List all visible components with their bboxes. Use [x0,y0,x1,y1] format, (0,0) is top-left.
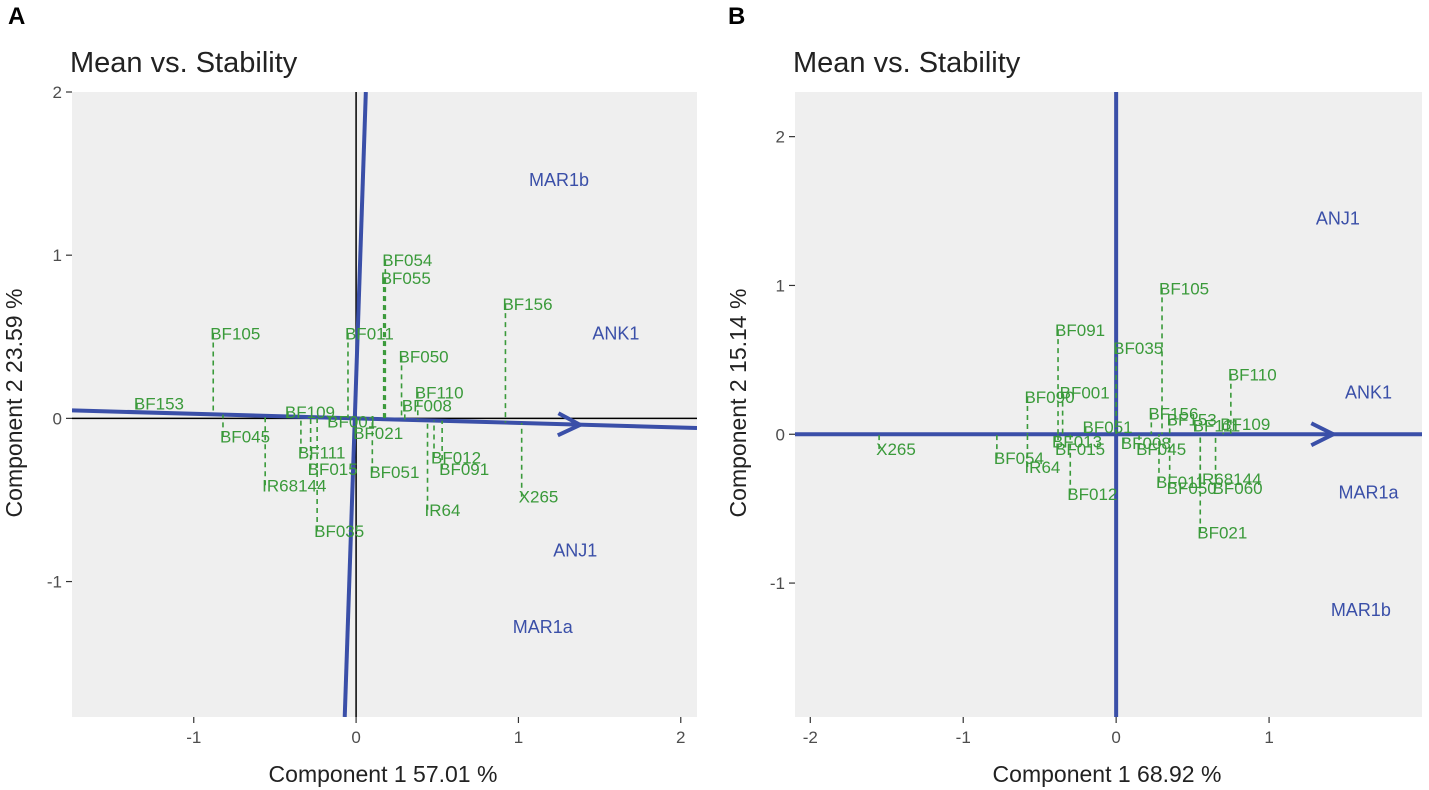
genotype-label: BF054 [994,449,1044,468]
genotype-label: BF008 [402,396,452,415]
y-tick-label: 0 [776,425,785,444]
y-tick-label: 1 [53,246,62,265]
genotype-label: BF091 [1055,321,1105,340]
aec-ordinate-line [342,92,368,717]
chart-title: Mean vs. Stability [793,47,1021,79]
genotype-label: IR64 [425,501,461,520]
x-axis-title: Component 1 57.01 % [269,761,498,787]
genotype-label: BF050 [1167,479,1217,498]
genotype-label: BF111 [1193,416,1241,435]
genotype-label: BF051 [1083,418,1133,437]
environment-label: MAR1a [513,617,574,637]
genotype-label: BF021 [1197,523,1247,542]
panel-letter: B [728,3,745,30]
genotype-label: BF090 [1024,388,1074,407]
genotype-label: BF045 [1136,440,1186,459]
genotype-label: BF015 [1055,440,1105,459]
x-tick-label: -1 [956,728,971,747]
genotype-label: BF013 [1052,433,1102,452]
plot-area [72,92,697,717]
environment-label: ANK1 [592,324,639,344]
aec-arrow [1310,421,1338,448]
environment-label: MAR1a [1338,482,1399,502]
genotype-label: BF035 [314,522,364,541]
genotype-label: IR68144 [262,476,326,495]
genotype-label: BF109 [285,403,335,422]
genotype-label: BF001 [327,413,377,432]
genotype-label: BF045 [220,427,270,446]
genotype-label: BF060 [1213,479,1263,498]
genotype-label: BF011 [1156,473,1205,492]
environment-label: ANJ1 [553,541,597,561]
genotype-label: BF109 [1220,415,1270,434]
genotype-label: BF011 [345,325,394,344]
genotype-label: IR68144 [1197,470,1261,489]
plot-background [72,92,697,717]
x-tick-label: 1 [514,728,523,747]
genotype-label: BF008 [1121,434,1171,453]
genotype-label: BF091 [439,460,489,479]
panel-letter: A [8,3,25,30]
environment-label: MAR1b [1331,600,1391,620]
genotype-label: BF111 [298,444,346,463]
genotype-label: IR64 [1024,458,1060,477]
genotype-label: BF156 [502,295,552,314]
panel-a: A Mean vs. Stability BF153 BF105 BF045 BF10… [1,3,697,787]
genotype-label: BF050 [399,347,449,366]
y-axis-title: Component 2 15.14 % [725,289,751,518]
genotype-label: BF110 [1228,366,1277,385]
genotype-label: BF012 [431,449,481,468]
x-tick-label: 1 [1264,728,1273,747]
y-tick-label: 0 [53,409,62,428]
genotype-label: BF110 [415,383,464,402]
x-tick-label: -1 [186,728,201,747]
panel-b: B Mean vs. Stability X265 BF054BF090IR64B… [725,3,1422,787]
genotype-label: BF035 [1113,339,1163,358]
genotype-label: BF054 [382,251,432,270]
y-tick-label: 2 [776,128,785,147]
environment-label: ANK1 [1345,383,1392,403]
y-tick-label: 1 [776,276,785,295]
genotype-label: X265 [876,440,916,459]
genotype-label: BF105 [210,325,260,344]
aec-abscissa-line [72,408,697,430]
genotype-label: BF153 [134,395,184,414]
y-axis-title: Component 2 23.59 % [1,289,27,518]
environment-label: MAR1b [529,170,589,190]
genotype-label: BF012 [1067,485,1117,504]
y-tick-label: -1 [47,573,62,592]
plot-area [795,92,1422,717]
x-tick-label: 0 [351,728,360,747]
genotype-label: X265 [519,488,559,507]
plot-background [795,92,1422,717]
genotype-label: BF051 [369,463,419,482]
genotype-label: BF156 [1148,404,1198,423]
chart-title: Mean vs. Stability [70,47,298,79]
genotype-label: BF001 [1060,384,1110,403]
x-tick-label: -2 [803,728,818,747]
genotype-label: BF015 [308,460,358,479]
y-tick-label: -1 [770,574,785,593]
aec-arrow [556,411,585,438]
environment-label: ANJ1 [1316,208,1360,228]
genotype-label: BF153 [1167,410,1217,429]
x-tick-label: 2 [676,728,685,747]
genotype-label: BF055 [381,269,431,288]
x-tick-label: 0 [1111,728,1120,747]
genotype-label: BF105 [1159,279,1209,298]
genotype-label: BF021 [353,424,403,443]
y-tick-label: 2 [53,83,62,102]
x-axis-title: Component 1 68.92 % [993,761,1222,787]
